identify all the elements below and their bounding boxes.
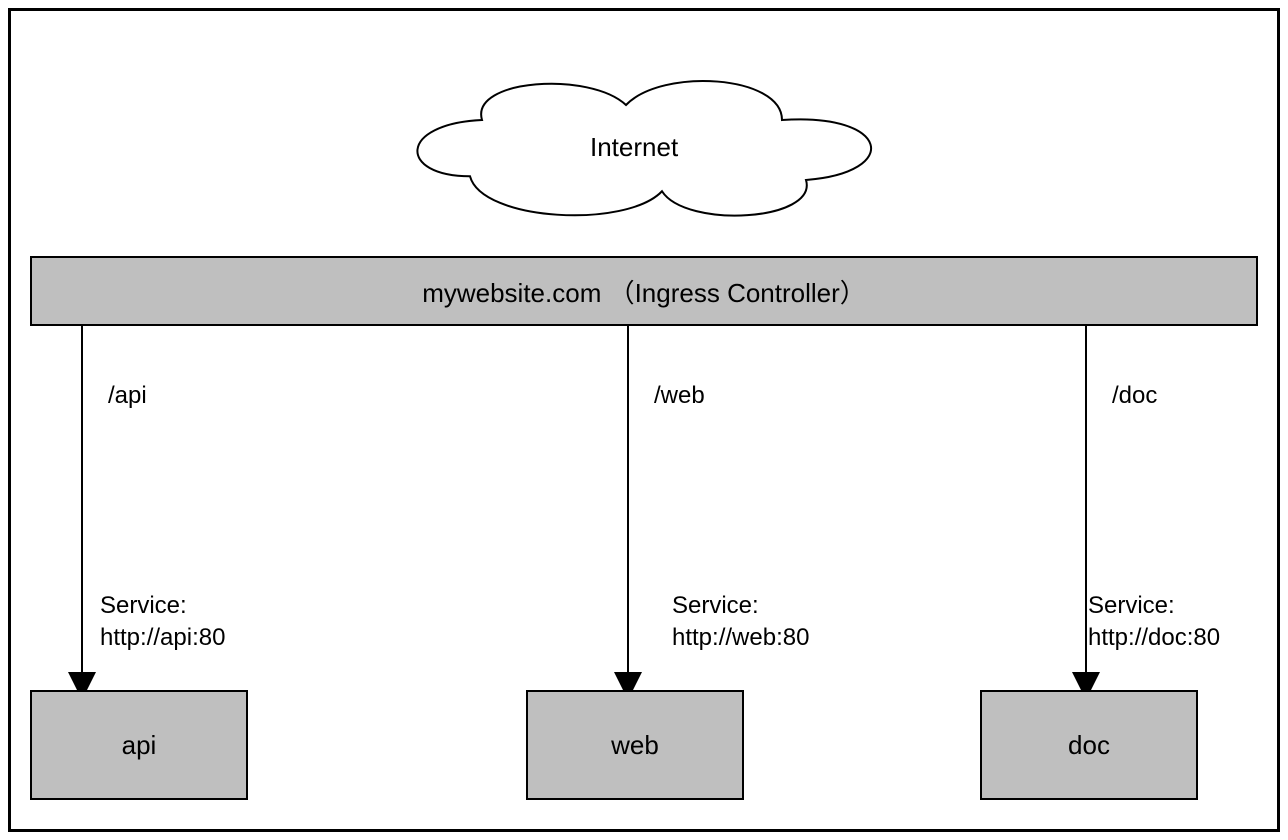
route-path-label-web: /web (654, 382, 705, 410)
service-box-api-label: api (122, 730, 157, 761)
service-box-api: api (30, 690, 248, 800)
route-path-label-doc: /doc (1112, 382, 1157, 410)
route-service-label-doc: Service: http://doc:80 (1088, 590, 1220, 655)
service-box-doc: doc (980, 690, 1198, 800)
route-service-label-api: Service: http://api:80 (100, 590, 225, 655)
diagram-canvas: Internet mywebsite.com （Ingress Controll… (0, 0, 1288, 840)
service-box-web-label: web (611, 730, 659, 761)
ingress-controller-label: mywebsite.com （Ingress Controller） (422, 273, 866, 310)
route-service-label-web: Service: http://web:80 (672, 590, 809, 655)
cloud-label: Internet (590, 132, 678, 163)
route-path-label-api: /api (108, 382, 147, 410)
service-box-doc-label: doc (1068, 730, 1110, 761)
service-box-web: web (526, 690, 744, 800)
ingress-controller-box: mywebsite.com （Ingress Controller） (30, 256, 1258, 326)
